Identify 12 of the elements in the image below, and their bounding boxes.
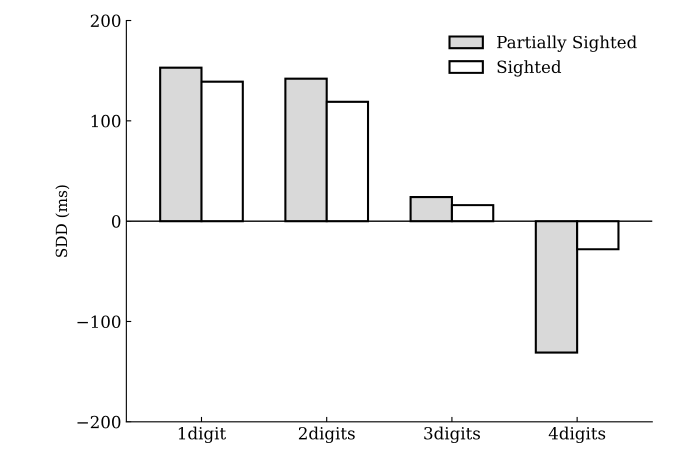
x-tick-label: 2digits — [298, 426, 355, 444]
legend-label: Partially Sighted — [497, 36, 637, 52]
x-tick-label: 4digits — [548, 426, 606, 444]
y-tick-label: 0 — [112, 215, 120, 228]
x-tick-label: 1digit — [178, 426, 226, 444]
y-tick-label: −200 — [77, 416, 120, 428]
x-tick-label: 3digits — [424, 426, 480, 444]
y-tick-label: −100 — [77, 315, 120, 328]
y-tick-label: 200 — [90, 14, 120, 28]
legend-label: Sighted — [498, 60, 562, 77]
y-axis-title: SDD (ms) — [55, 185, 70, 257]
y-tick-label: 100 — [92, 114, 120, 128]
